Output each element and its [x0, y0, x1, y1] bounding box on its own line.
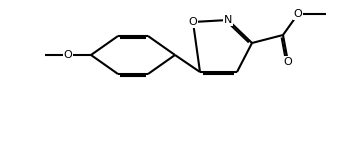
Text: O: O: [189, 17, 197, 27]
Text: O: O: [294, 9, 302, 19]
Text: O: O: [284, 57, 292, 67]
Text: N: N: [224, 15, 232, 25]
Text: O: O: [64, 50, 72, 60]
